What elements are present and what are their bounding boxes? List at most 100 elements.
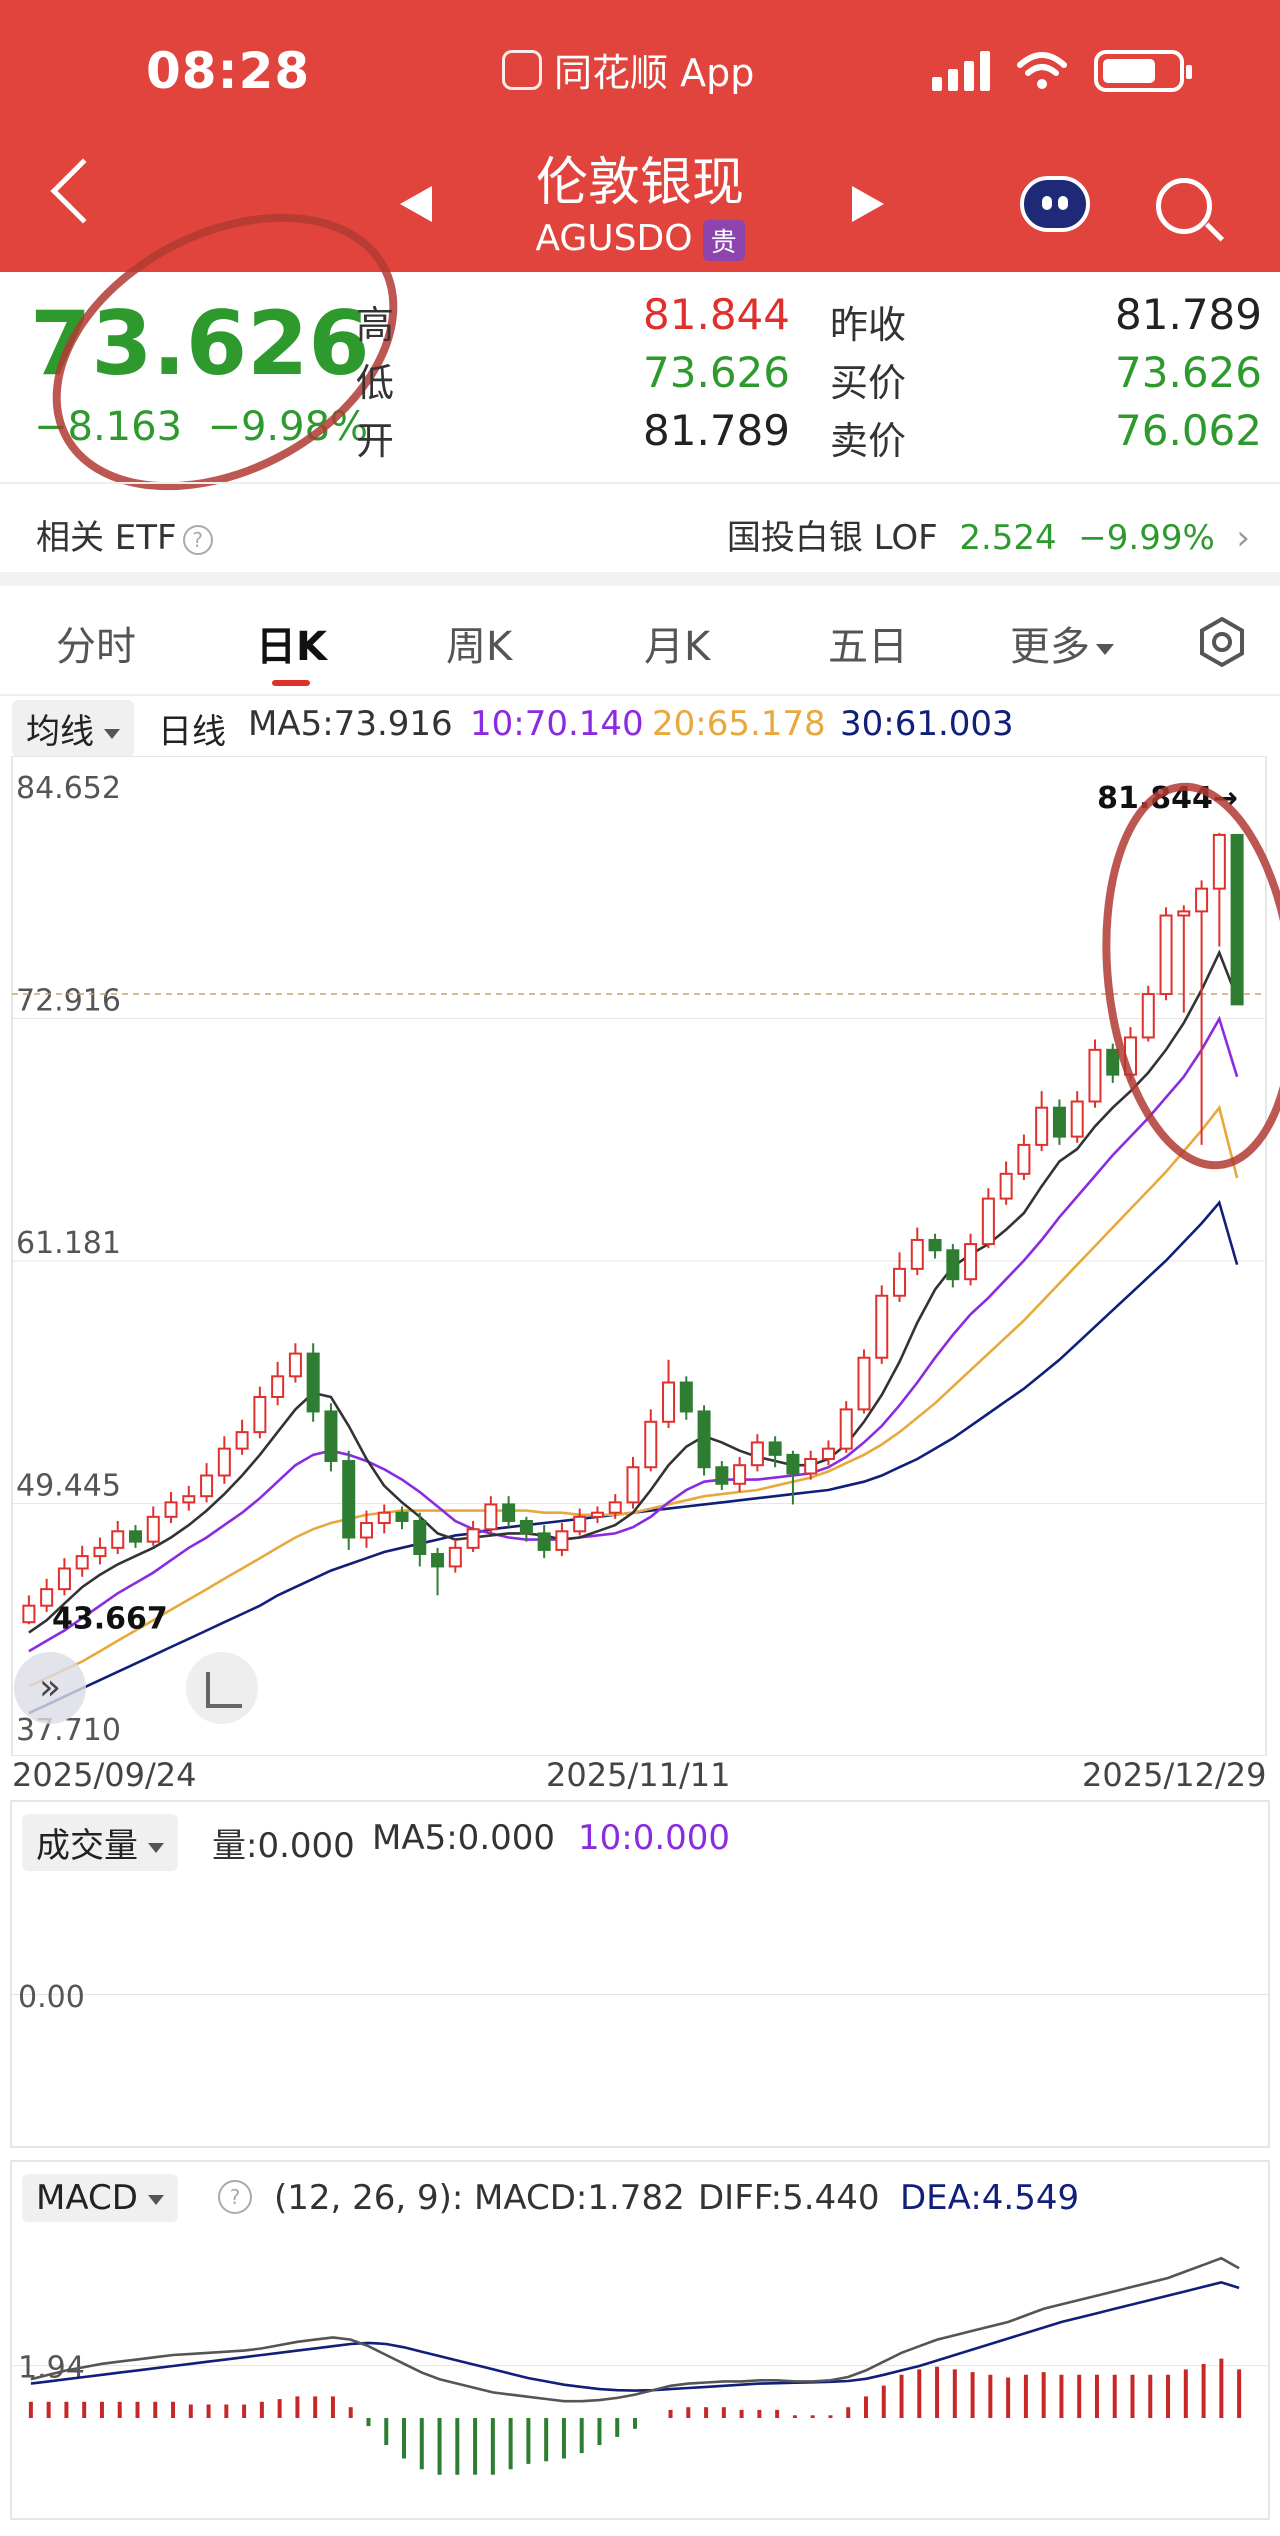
annotation-circle-right (1102, 782, 1280, 1170)
status-app-label: 同花顺 App (554, 51, 755, 95)
candle-body (715, 1466, 729, 1485)
candle-body (590, 1511, 604, 1518)
macd-value: MACD:1.782 (474, 2178, 685, 2218)
candle-body (875, 1294, 889, 1359)
candle-body (893, 1267, 907, 1297)
candle-body (839, 1408, 853, 1450)
chevron-right-icon: › (1225, 518, 1250, 558)
candle-body (22, 1604, 36, 1624)
candle-body (448, 1546, 462, 1568)
y-tick-label: 72.916 (16, 984, 121, 1019)
fullscreen-icon[interactable] (186, 1652, 258, 1724)
etf-label-wrap: 相关 ETF? (36, 510, 213, 559)
candle-body (200, 1474, 214, 1498)
candle-body (768, 1441, 782, 1456)
candle-body (733, 1464, 747, 1485)
next-instrument-icon[interactable] (852, 186, 884, 222)
status-time: 08:28 (146, 42, 311, 100)
ask-value: 76.062 (1115, 406, 1262, 455)
diff-value: DIFF:5.440 (698, 2178, 880, 2218)
indicator-select-label: 均线 (26, 712, 94, 752)
assistant-robot-icon[interactable] (1020, 176, 1090, 232)
collapse-panel-icon[interactable]: » (14, 1652, 86, 1724)
dea-line (30, 2281, 1240, 2392)
candle-body (253, 1395, 267, 1434)
macd-panel: MACD ? (12, 26, 9): MACD:1.782 DIFF:5.44… (10, 2160, 1270, 2520)
candle-body (306, 1352, 320, 1413)
settings-icon[interactable] (1196, 616, 1248, 668)
candle-body (324, 1410, 338, 1463)
help-icon[interactable]: ? (182, 524, 213, 555)
chevron-down-icon (1096, 643, 1114, 655)
candle-body (93, 1546, 107, 1558)
candle-body (608, 1501, 622, 1514)
tab-intraday[interactable]: 分时 (56, 624, 136, 670)
candle-body (519, 1519, 533, 1535)
candle-body (395, 1511, 409, 1522)
candle-body (964, 1243, 978, 1281)
candle-body (857, 1356, 871, 1411)
battery-icon (1094, 50, 1192, 92)
candle-body (662, 1381, 676, 1423)
candle-body (821, 1447, 835, 1460)
candle-body (146, 1515, 160, 1543)
macd-params: (12, 26, 9): (274, 2178, 464, 2218)
volume-select[interactable]: 成交量 (22, 1814, 178, 1871)
candle-body (1212, 833, 1226, 890)
y-tick-label: 84.652 (16, 771, 121, 806)
period-label: 日线 (158, 712, 226, 752)
volume-gridline (12, 1994, 1268, 1995)
candle-body (910, 1238, 924, 1270)
status-icons (932, 50, 1192, 92)
last-price: 73.626 (30, 292, 370, 395)
ma30-value: 30:61.003 (840, 704, 1014, 744)
candle-body (342, 1460, 356, 1539)
tab-weekly-k[interactable]: 周K (446, 624, 513, 670)
low-value: 73.626 (643, 348, 790, 397)
date-end: 2025/12/29 (1082, 1756, 1267, 1794)
tab-monthly-k[interactable]: 月K (644, 624, 711, 670)
macd-help-icon[interactable]: ? (218, 2180, 252, 2214)
volume-ma10: 10:0.000 (578, 1818, 731, 1858)
high-value: 81.844 (643, 290, 790, 339)
candle-body (271, 1375, 285, 1398)
etf-quote[interactable]: 国投白银 LOF 2.524 −9.99% › (727, 510, 1250, 559)
macd-select[interactable]: MACD (22, 2174, 178, 2222)
diff-line (30, 2256, 1240, 2403)
ma10-value: 10:70.140 (470, 704, 644, 744)
candle-body (555, 1530, 569, 1551)
etf-pct: −9.99% (1078, 518, 1215, 558)
candle-body (1035, 1106, 1049, 1146)
period-tabs: 分时 日K 周K 月K 五日 更多 (0, 586, 1280, 696)
ma20-value: 20:65.178 (652, 704, 826, 744)
volume-value: 量:0.000 (212, 1826, 355, 1866)
open-value: 81.789 (643, 406, 790, 455)
status-app-name: 同花顺 App (502, 42, 754, 97)
volume-panel: 成交量 量:0.000 MA5:0.000 10:0.000 0.00 (10, 1800, 1270, 2148)
app-logo-icon (502, 49, 542, 90)
candle-body (981, 1197, 995, 1246)
candlestick-chart[interactable]: 84.65272.91661.18149.44537.71081.844→43.… (0, 756, 1280, 1756)
open-label: 开 (356, 419, 395, 463)
quote-panel: 73.626 −8.163 −9.98% 高 低 开 81.844 73.626… (0, 213, 1280, 491)
related-etf-row[interactable]: 相关 ETF? 国投白银 LOF 2.524 −9.99% › (0, 482, 1280, 572)
active-tab-indicator (272, 680, 310, 686)
indicator-select[interactable]: 均线 (12, 700, 134, 757)
date-start: 2025/09/24 (12, 1756, 197, 1794)
ma20-line (28, 1104, 1239, 1688)
page-title: 伦敦银现 (535, 153, 744, 213)
signal-icon (932, 51, 990, 91)
candle-body (75, 1555, 89, 1570)
chart-frame (11, 756, 1267, 1756)
precious-metal-badge: 贵 (702, 219, 745, 261)
ma-legend: 均线 日线 MA5:73.916 10:70.140 20:65.178 30:… (0, 696, 1280, 757)
candle-body (128, 1530, 143, 1543)
etf-name: 国投白银 LOF (726, 518, 938, 558)
search-icon[interactable] (1156, 178, 1212, 234)
tab-five-day[interactable]: 五日 (828, 624, 908, 670)
high-label: 高 (356, 303, 395, 347)
candle-body (235, 1431, 249, 1450)
tab-daily-k[interactable]: 日K (256, 624, 327, 670)
tab-more[interactable]: 更多 (1010, 614, 1114, 672)
prev-instrument-icon[interactable] (400, 186, 432, 222)
